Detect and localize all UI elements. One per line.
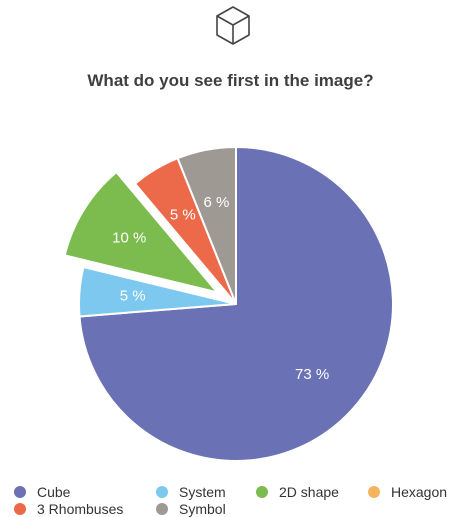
pie-label-2d-shape: 10 %: [112, 229, 146, 246]
legend-item-symbol[interactable]: Symbol: [156, 500, 226, 517]
legend-swatch-symbol: [156, 502, 168, 515]
legend-swatch-cube: [14, 485, 26, 498]
pie-label-cube: 73 %: [295, 366, 329, 383]
legend-swatch-system: [156, 485, 168, 498]
pie-label-system: 5 %: [120, 287, 146, 304]
legend-label-hexagon: Hexagon: [391, 483, 448, 500]
legend-label-system: System: [179, 483, 226, 500]
chart-title: What do you see first in the image?: [87, 71, 374, 90]
legend-item-2d-shape[interactable]: 2D shape: [256, 483, 339, 500]
pie-label-3-rhombuses: 5 %: [170, 207, 196, 224]
pie-slice-2d-shape[interactable]: [63, 171, 219, 294]
legend-swatch-3-rhombuses: [14, 502, 26, 515]
legend-item-system[interactable]: System: [156, 483, 226, 500]
chart-legend: Cube System 2D shape Hexagon 3 Rhombuses…: [14, 483, 461, 517]
legend-item-3-rhombuses[interactable]: 3 Rhombuses: [14, 500, 123, 517]
legend-label-symbol: Symbol: [179, 500, 226, 517]
pie-slice-symbol[interactable]: [176, 146, 237, 305]
legend-item-cube[interactable]: Cube: [14, 483, 70, 500]
legend-label-3-rhombuses: 3 Rhombuses: [37, 500, 124, 517]
legend-label-2d-shape: 2D shape: [279, 483, 339, 500]
cube-icon: [216, 6, 250, 45]
pie-slice-system[interactable]: [78, 265, 237, 318]
legend-item-hexagon[interactable]: Hexagon: [368, 483, 447, 500]
legend-swatch-2d-shape: [256, 485, 268, 498]
pie-label-symbol: 6 %: [203, 194, 229, 211]
legend-swatch-hexagon: [368, 485, 380, 498]
legend-label-cube: Cube: [37, 483, 71, 500]
